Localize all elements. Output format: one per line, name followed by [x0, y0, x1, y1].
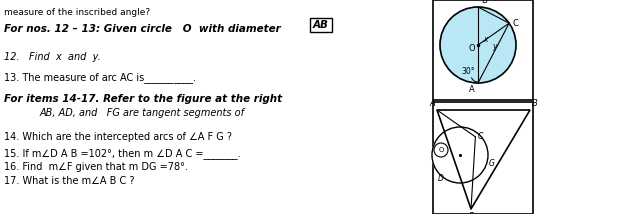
Text: G: G [489, 159, 494, 168]
Circle shape [440, 7, 516, 83]
Text: O: O [438, 147, 444, 153]
Text: O: O [468, 44, 475, 53]
Text: 15. If m∠D A B =102°, then m ∠D A C =_______.: 15. If m∠D A B =102°, then m ∠D A C =___… [4, 148, 241, 159]
Text: 30°: 30° [461, 67, 475, 76]
Bar [433, 0, 533, 100]
Text: 16. Find  m∠F given that m DG =78°.: 16. Find m∠F given that m DG =78°. [4, 162, 188, 172]
Text: A: A [429, 99, 435, 108]
Text: F: F [468, 212, 473, 214]
Text: For nos. 12 – 13: Given circle   O  with diameter: For nos. 12 – 13: Given circle O with di… [4, 24, 281, 34]
Text: C: C [512, 19, 518, 28]
Text: B: B [532, 99, 538, 108]
Text: x: x [483, 34, 487, 43]
Text: For items 14-17. Refer to the figure at the right: For items 14-17. Refer to the figure at … [4, 94, 282, 104]
Text: D: D [438, 174, 444, 183]
Bar [433, 102, 533, 214]
Text: 13. The measure of arc AC is__________.: 13. The measure of arc AC is__________. [4, 72, 196, 83]
Circle shape [432, 127, 488, 183]
Bar [310, 18, 332, 32]
Text: AB: AB [313, 20, 329, 30]
Text: 12.   Find  x  and  y.: 12. Find x and y. [4, 52, 101, 62]
Text: A: A [469, 85, 475, 94]
Text: B: B [481, 0, 487, 5]
Text: y: y [492, 42, 496, 51]
Text: C: C [477, 132, 483, 141]
Text: 17. What is the m∠A B C ?: 17. What is the m∠A B C ? [4, 176, 134, 186]
Text: 14. Which are the intercepted arcs of ∠A F G ?: 14. Which are the intercepted arcs of ∠A… [4, 132, 232, 142]
Text: measure of the inscribed angle?: measure of the inscribed angle? [4, 8, 150, 17]
Text: AB, AD, and   FG are tangent segments of: AB, AD, and FG are tangent segments of [40, 108, 245, 118]
